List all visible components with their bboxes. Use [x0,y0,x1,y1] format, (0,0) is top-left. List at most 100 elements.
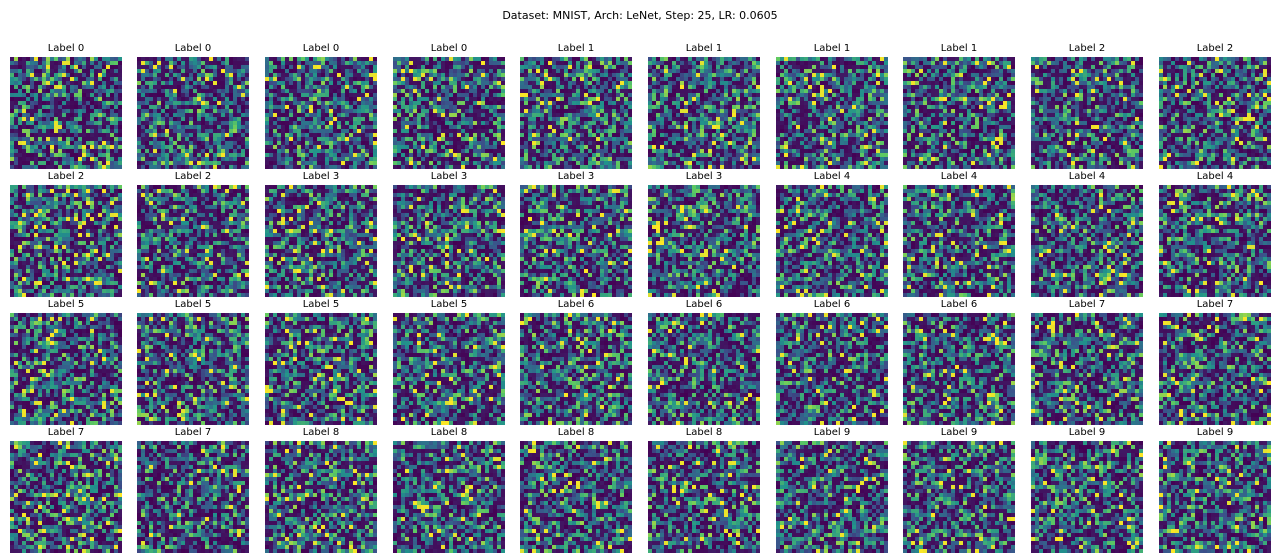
heatmap-panel: Label 1 [648,43,760,169]
panel-title: Label 7 [1068,299,1106,310]
panel-title: Label 3 [302,171,340,182]
heatmap-panel: Label 0 [393,43,505,169]
panel-title: Label 0 [47,43,85,54]
heatmap-image [10,57,122,169]
panel-title: Label 4 [813,171,851,182]
panel-title: Label 6 [685,299,723,310]
panel-title: Label 9 [813,427,851,438]
heatmap-image [776,313,888,425]
heatmap-panel: Label 7 [137,427,249,553]
panel-title: Label 6 [813,299,851,310]
heatmap-panel: Label 8 [265,427,377,553]
heatmap-image [648,185,760,297]
heatmap-image [137,57,249,169]
panel-title: Label 4 [1196,171,1234,182]
heatmap-panel: Label 9 [776,427,888,553]
heatmap-image [1031,185,1143,297]
heatmap-panel: Label 9 [903,427,1015,553]
heatmap-panel: Label 8 [648,427,760,553]
panel-title: Label 6 [940,299,978,310]
heatmap-image [903,57,1015,169]
heatmap-panel: Label 7 [10,427,122,553]
heatmap-panel: Label 4 [776,171,888,297]
panel-title: Label 6 [557,299,595,310]
heatmap-panel: Label 3 [265,171,377,297]
heatmap-image [1031,313,1143,425]
heatmap-panel: Label 5 [10,299,122,425]
panel-title: Label 8 [557,427,595,438]
panel-title: Label 4 [940,171,978,182]
heatmap-image [903,313,1015,425]
panel-title: Label 5 [430,299,468,310]
heatmap-panel: Label 9 [1031,427,1143,553]
heatmap-image [776,57,888,169]
heatmap-panel: Label 1 [776,43,888,169]
heatmap-image [1159,57,1271,169]
heatmap-image [903,441,1015,553]
heatmap-image [520,57,632,169]
heatmap-image [648,313,760,425]
heatmap-image [137,313,249,425]
heatmap-panel: Label 4 [1031,171,1143,297]
heatmap-panel: Label 5 [265,299,377,425]
heatmap-panel: Label 0 [10,43,122,169]
panel-title: Label 3 [557,171,595,182]
panel-title: Label 8 [685,427,723,438]
panel-title: Label 1 [813,43,851,54]
heatmap-panel: Label 1 [520,43,632,169]
heatmap-image [776,441,888,553]
heatmap-panel: Label 5 [393,299,505,425]
heatmap-panel: Label 3 [520,171,632,297]
heatmap-image [10,441,122,553]
panel-title: Label 7 [1196,299,1234,310]
heatmap-panel: Label 0 [265,43,377,169]
panel-title: Label 2 [174,171,212,182]
heatmap-image [1031,441,1143,553]
heatmap-image [393,57,505,169]
panel-title: Label 9 [940,427,978,438]
heatmap-panel: Label 1 [903,43,1015,169]
panel-title: Label 7 [47,427,85,438]
heatmap-image [1159,313,1271,425]
heatmap-image [265,441,377,553]
heatmap-panel: Label 6 [648,299,760,425]
panel-title: Label 0 [430,43,468,54]
heatmap-panel: Label 2 [1159,43,1271,169]
heatmap-image [648,441,760,553]
panel-title: Label 2 [1068,43,1106,54]
panel-title: Label 2 [1196,43,1234,54]
panel-title: Label 0 [174,43,212,54]
panel-title: Label 3 [430,171,468,182]
panel-title: Label 5 [174,299,212,310]
heatmap-image [393,441,505,553]
heatmap-image [393,185,505,297]
heatmap-image [520,185,632,297]
heatmap-panel: Label 8 [520,427,632,553]
heatmap-image [1031,57,1143,169]
panel-title: Label 1 [685,43,723,54]
heatmap-panel: Label 3 [393,171,505,297]
panel-title: Label 8 [302,427,340,438]
panel-title: Label 2 [47,171,85,182]
heatmap-image [648,57,760,169]
heatmap-image [393,313,505,425]
panel-title: Label 9 [1196,427,1234,438]
heatmap-panel: Label 2 [10,171,122,297]
heatmap-image [903,185,1015,297]
heatmap-image [265,57,377,169]
figure-title: Dataset: MNIST, Arch: LeNet, Step: 25, L… [502,9,778,22]
heatmap-panel: Label 2 [1031,43,1143,169]
heatmap-panel: Label 5 [137,299,249,425]
panel-title: Label 5 [47,299,85,310]
heatmap-image [10,185,122,297]
panel-title: Label 7 [174,427,212,438]
panel-title: Label 1 [557,43,595,54]
panel-title: Label 3 [685,171,723,182]
panel-title: Label 8 [430,427,468,438]
heatmap-panel: Label 7 [1159,299,1271,425]
heatmap-image [137,441,249,553]
heatmap-panel: Label 2 [137,171,249,297]
heatmap-panel: Label 4 [1159,171,1271,297]
heatmap-image [1159,441,1271,553]
panel-title: Label 5 [302,299,340,310]
